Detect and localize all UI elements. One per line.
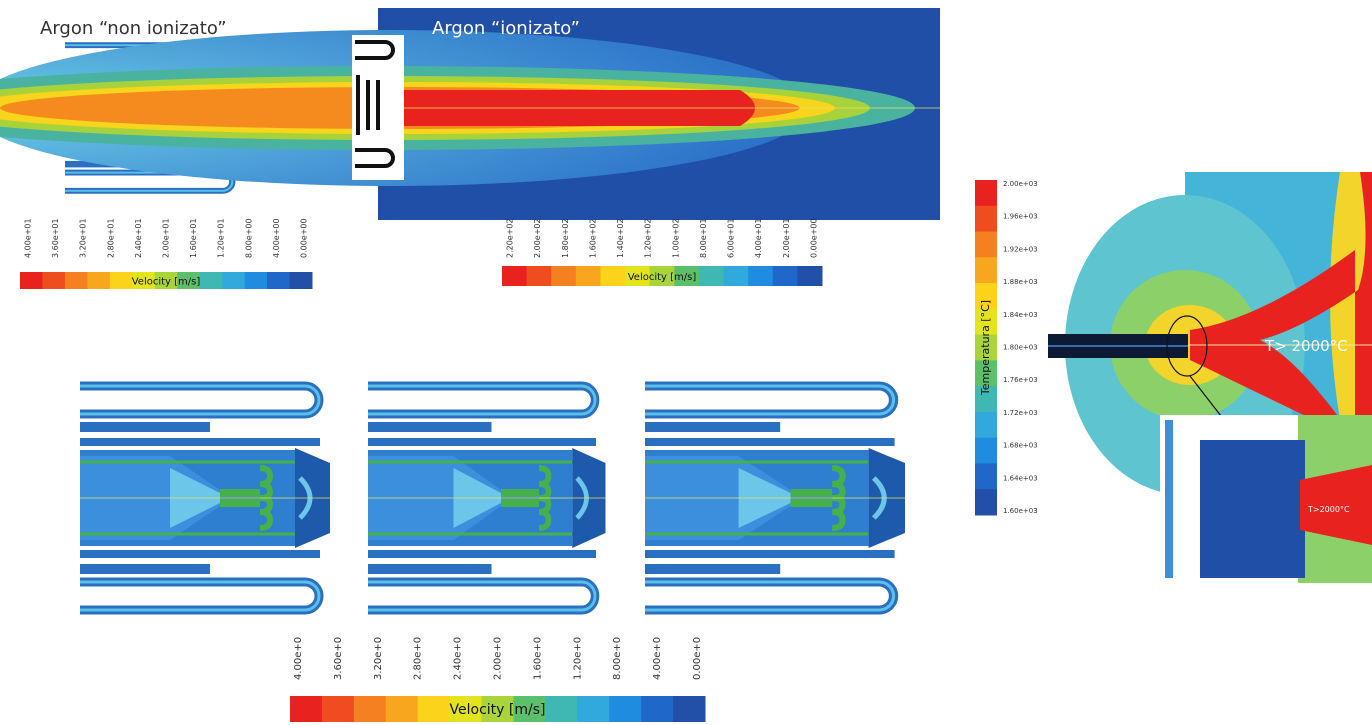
colorbar-segment — [290, 272, 313, 289]
colorbar-tick-label: 4.00e+01 — [24, 218, 33, 258]
colorbar-tick-label: 1.84e+03 — [1003, 311, 1038, 319]
colorbar-segment — [354, 696, 386, 722]
colorbar-tick-label: 1.88e+03 — [1003, 278, 1038, 286]
colorbar-segment — [545, 696, 577, 722]
colorbar-tick-label: 3.60e+0 — [333, 637, 344, 680]
colorbar-tick-label: 8.00e+0 — [612, 637, 623, 680]
colorbar-tick-label: 2.00e+01 — [782, 218, 791, 258]
annotation: T>2000°C — [1307, 505, 1350, 514]
colorbar-tick-label: 1.20e+02 — [644, 218, 653, 258]
colorbar-tick-label: 2.00e+03 — [1003, 180, 1038, 188]
colorbar-tick-label: 1.76e+03 — [1003, 376, 1038, 384]
colorbar-tick-label: 0.00e+0 — [692, 637, 703, 680]
colorbar-tick-label: 4.00e+01 — [754, 218, 763, 258]
colorbar-tick-label: 4.00e+00 — [272, 218, 281, 258]
colorbar-segment — [527, 266, 552, 286]
colorbar-tick-label: 1.60e+02 — [588, 218, 597, 258]
colorbar-segment — [290, 696, 322, 722]
colorbar-segment — [222, 272, 245, 289]
colorbar-tick-label: 1.20e+01 — [217, 218, 226, 258]
colorbar-segment — [975, 257, 997, 283]
colorbar-tick-label: 8.00e+00 — [244, 218, 253, 258]
colorbar-segment — [577, 696, 609, 722]
colorbar-tick-label: 2.00e+0 — [493, 637, 504, 680]
panel-title: Argon “ionizato” — [432, 18, 580, 39]
colorbar-segment — [386, 696, 418, 722]
colorbar-tick-label: 0.00e+00 — [810, 218, 819, 258]
colorbar-tick-label: 1.60e+0 — [532, 637, 543, 680]
nozzle-sim — [80, 378, 330, 618]
colorbar-segment — [773, 266, 798, 286]
colorbar-segment — [502, 266, 527, 286]
colorbar-segment — [975, 412, 997, 438]
colorbar-segment — [110, 272, 133, 289]
colorbar-segment — [418, 696, 450, 722]
colorbar-tick-label: 1.60e+03 — [1003, 507, 1038, 515]
colorbar-segment — [42, 272, 65, 289]
colorbar-segment — [975, 438, 997, 464]
colorbar-segment — [20, 272, 43, 289]
colorbar-tick-label: 1.72e+03 — [1003, 409, 1038, 417]
colorbar-tick-label: 1.20e+0 — [572, 637, 583, 680]
colorbar-tick-label: 1.68e+03 — [1003, 442, 1038, 450]
colorbar-segment — [724, 266, 749, 286]
colorbar-segment — [322, 696, 354, 722]
colorbar-segment — [699, 266, 724, 286]
colorbar-tick-label: 2.80e+01 — [106, 218, 115, 258]
colorbar-label: Velocity [m/s] — [628, 272, 697, 283]
colorbar-segment — [200, 272, 223, 289]
colorbar-tick-label: 1.96e+03 — [1003, 213, 1038, 221]
colorbar-segment — [87, 272, 110, 289]
colorbar-tick-label: 1.60e+01 — [189, 218, 198, 258]
colorbar-tick-label: 0.00e+00 — [300, 218, 309, 258]
colorbar-tick-label: 1.80e+03 — [1003, 344, 1038, 352]
colorbar-segment — [673, 696, 705, 722]
colorbar-segment — [245, 272, 268, 289]
nozzle-sim — [368, 378, 606, 618]
colorbar-tick-label: 8.00e+01 — [699, 218, 708, 258]
inset-nozzle — [1200, 440, 1305, 578]
colorbar-segment — [975, 180, 997, 206]
colorbar-segment — [600, 266, 625, 286]
colorbar-tick-label: 2.00e+02 — [533, 218, 542, 258]
colorbar-tick-label: 3.20e+0 — [373, 637, 384, 680]
annotation: T> 2000°C — [1264, 337, 1348, 355]
colorbar-label: Velocity [m/s] — [132, 277, 201, 288]
colorbar-tick-label: 1.64e+03 — [1003, 474, 1038, 482]
colorbar-tick-label: 1.92e+03 — [1003, 245, 1038, 253]
colorbar-tick-label: 2.20e+02 — [506, 218, 515, 258]
colorbar-segment — [975, 489, 997, 515]
panel-title: Argon “non ionizato” — [40, 18, 227, 39]
colorbar-segment — [975, 206, 997, 232]
colorbar-segment — [609, 696, 641, 722]
colorbar-label: Temperatura [°C] — [979, 300, 992, 396]
colorbar-segment — [975, 463, 997, 489]
colorbar-tick-label: 1.80e+02 — [561, 218, 570, 258]
colorbar-tick-label: 2.40e+0 — [453, 637, 464, 680]
colorbar-segment — [267, 272, 290, 289]
colorbar-segment — [975, 232, 997, 258]
colorbar-tick-label: 6.00e+01 — [727, 218, 736, 258]
colorbar-tick-label: 2.40e+01 — [134, 218, 143, 258]
colorbar-segment — [551, 266, 576, 286]
colorbar-tick-label: 3.60e+01 — [51, 218, 60, 258]
colorbar-tick-label: 1.40e+02 — [616, 218, 625, 258]
colorbar-tick-label: 1.00e+02 — [671, 218, 680, 258]
colorbar-segment — [65, 272, 88, 289]
colorbar-segment — [576, 266, 601, 286]
colorbar-tick-label: 4.00e+0 — [652, 637, 663, 680]
colorbar-tick-label: 3.20e+01 — [79, 218, 88, 258]
colorbar-tick-label: 2.80e+0 — [413, 637, 424, 680]
nozzle-sim — [645, 378, 905, 618]
colorbar-tick-label: 4.00e+0 — [293, 637, 304, 680]
colorbar-label: Velocity [m/s] — [450, 702, 546, 718]
inset-colorbar — [1165, 420, 1173, 578]
colorbar-segment — [641, 696, 673, 722]
colorbar-tick-label: 2.00e+01 — [162, 218, 171, 258]
figure: Argon “non ionizato” Argon “ionizato” T>… — [0, 0, 1372, 725]
colorbar-segment — [748, 266, 773, 286]
colorbar-segment — [797, 266, 822, 286]
